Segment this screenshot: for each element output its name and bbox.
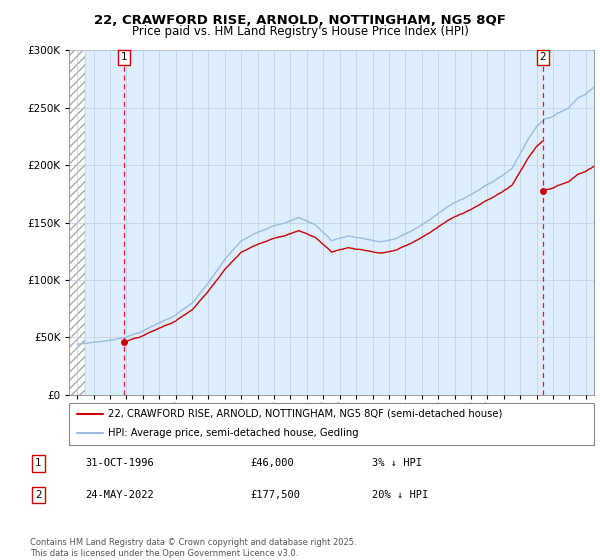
Text: £177,500: £177,500 — [251, 491, 301, 500]
Text: HPI: Average price, semi-detached house, Gedling: HPI: Average price, semi-detached house,… — [109, 428, 359, 438]
Text: Contains HM Land Registry data © Crown copyright and database right 2025.
This d: Contains HM Land Registry data © Crown c… — [30, 538, 356, 558]
Text: 1: 1 — [35, 459, 41, 468]
Text: £46,000: £46,000 — [251, 459, 295, 468]
Text: 2: 2 — [539, 52, 546, 62]
Bar — [69, 50, 85, 395]
Text: 24-MAY-2022: 24-MAY-2022 — [85, 491, 154, 500]
Text: Price paid vs. HM Land Registry's House Price Index (HPI): Price paid vs. HM Land Registry's House … — [131, 25, 469, 38]
Text: 20% ↓ HPI: 20% ↓ HPI — [372, 491, 428, 500]
Text: 31-OCT-1996: 31-OCT-1996 — [85, 459, 154, 468]
Text: 2: 2 — [35, 491, 41, 500]
Text: 1: 1 — [121, 52, 127, 62]
Text: 22, CRAWFORD RISE, ARNOLD, NOTTINGHAM, NG5 8QF (semi-detached house): 22, CRAWFORD RISE, ARNOLD, NOTTINGHAM, N… — [109, 409, 503, 419]
Text: 3% ↓ HPI: 3% ↓ HPI — [372, 459, 422, 468]
Bar — [69, 50, 85, 395]
FancyBboxPatch shape — [69, 403, 594, 445]
Text: 22, CRAWFORD RISE, ARNOLD, NOTTINGHAM, NG5 8QF: 22, CRAWFORD RISE, ARNOLD, NOTTINGHAM, N… — [94, 14, 506, 27]
